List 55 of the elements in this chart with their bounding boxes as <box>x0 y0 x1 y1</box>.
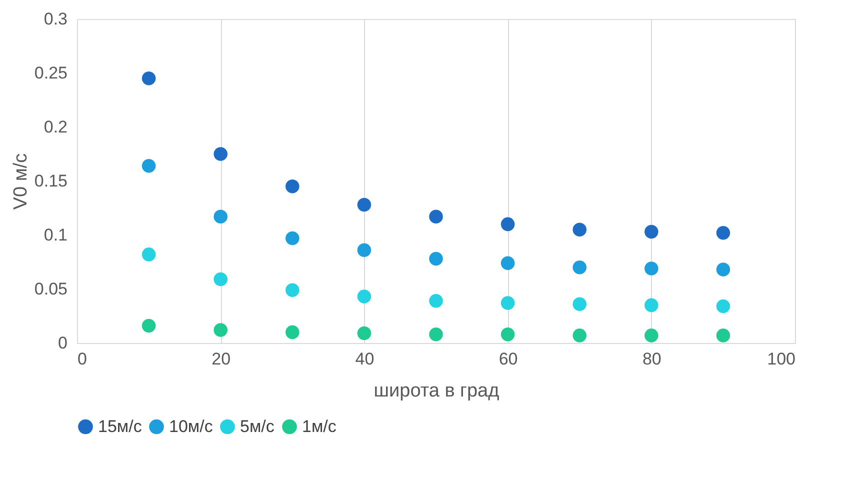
x-tick-label: 60 <box>498 350 518 368</box>
x-axis-title: широта в град <box>374 380 500 402</box>
point <box>572 297 586 311</box>
point <box>500 327 515 342</box>
point <box>357 326 372 340</box>
legend-label: 1м/с <box>302 416 337 436</box>
point <box>357 290 372 304</box>
point <box>572 260 586 274</box>
point <box>214 147 228 161</box>
y-tick-label: 0.05 <box>34 280 68 298</box>
legend-label: 15м/с <box>98 416 142 436</box>
point <box>500 296 515 310</box>
point <box>142 72 156 86</box>
x-tick-label: 40 <box>355 350 374 368</box>
legend-label: 5м/с <box>240 416 275 436</box>
point <box>429 294 443 308</box>
point <box>357 198 372 212</box>
point <box>500 217 515 232</box>
point <box>286 231 300 246</box>
point <box>716 328 730 342</box>
point <box>142 318 156 333</box>
y-tick-label: 0.25 <box>34 64 68 82</box>
point <box>286 283 300 297</box>
point <box>286 325 300 340</box>
y-axis-title: V0 м/с <box>10 153 32 210</box>
point <box>357 243 372 257</box>
x-tick-label: 80 <box>642 350 662 368</box>
y-tick-label: 0 <box>58 334 68 352</box>
y-tick-label: 0.2 <box>44 118 68 136</box>
point <box>429 210 443 224</box>
point <box>214 272 228 286</box>
point <box>716 262 730 276</box>
point <box>644 328 658 342</box>
legend-label: 10м/с <box>169 416 214 436</box>
x-tick-label: 100 <box>767 350 796 368</box>
point <box>142 248 156 262</box>
point <box>716 299 730 314</box>
point <box>644 262 658 276</box>
point <box>716 226 730 240</box>
x-tick-label: 0 <box>78 350 87 368</box>
y-tick-label: 0.15 <box>34 172 68 190</box>
y-tick-label: 0.1 <box>44 226 68 244</box>
point <box>214 323 228 337</box>
point <box>429 252 443 266</box>
point <box>142 159 156 173</box>
point <box>429 327 443 342</box>
point <box>644 224 658 239</box>
y-tick-label: 0.3 <box>44 10 68 28</box>
point <box>572 328 586 342</box>
point <box>572 222 586 236</box>
x-tick-label: 20 <box>212 350 231 368</box>
point <box>644 298 658 312</box>
point <box>286 180 300 194</box>
point <box>500 256 515 270</box>
point <box>214 210 228 224</box>
